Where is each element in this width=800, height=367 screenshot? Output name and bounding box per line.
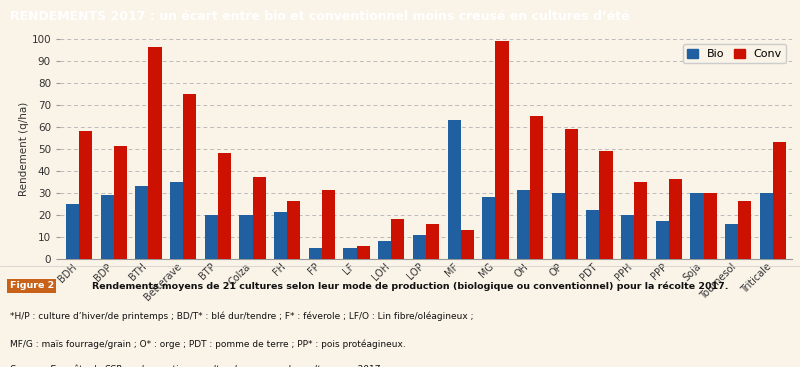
- Bar: [517, 190, 530, 259]
- Bar: [426, 224, 439, 259]
- Text: Figure 2: Figure 2: [10, 281, 54, 290]
- Bar: [218, 153, 231, 259]
- Bar: [773, 142, 786, 259]
- Text: Rendements moyens de 21 cultures selon leur mode de production (biologique ou co: Rendements moyens de 21 cultures selon l…: [92, 281, 729, 291]
- Bar: [669, 179, 682, 259]
- Bar: [322, 190, 335, 259]
- Bar: [565, 129, 578, 259]
- Bar: [101, 195, 114, 259]
- Bar: [738, 201, 751, 259]
- Y-axis label: Rendement (q/ha): Rendement (q/ha): [18, 102, 29, 196]
- Bar: [530, 116, 543, 259]
- Text: RENDEMENTS 2017 : un écart entre bio et conventionnel moins creusé en cultures d: RENDEMENTS 2017 : un écart entre bio et …: [10, 10, 630, 23]
- Bar: [656, 221, 669, 259]
- Bar: [586, 210, 599, 259]
- Bar: [621, 215, 634, 259]
- Bar: [495, 41, 509, 259]
- Bar: [114, 146, 127, 259]
- Bar: [239, 215, 253, 259]
- Bar: [287, 201, 301, 259]
- Bar: [149, 47, 162, 259]
- Text: *H/P : culture d’hiver/de printemps ; BD/T* : blé dur/tendre ; F* : féverole ; L: *H/P : culture d’hiver/de printemps ; BD…: [10, 312, 473, 321]
- Bar: [690, 193, 703, 259]
- Bar: [66, 204, 79, 259]
- Bar: [634, 182, 647, 259]
- Bar: [170, 182, 183, 259]
- Bar: [599, 151, 613, 259]
- Bar: [551, 193, 565, 259]
- Bar: [482, 197, 495, 259]
- Bar: [79, 131, 92, 259]
- Bar: [703, 193, 717, 259]
- Bar: [253, 177, 266, 259]
- Bar: [447, 120, 461, 259]
- Text: Source : Enquête du SSP sur les pratiques culturales en grandes cultures en 2017: Source : Enquête du SSP sur les pratique…: [10, 365, 382, 367]
- Bar: [274, 212, 287, 259]
- Bar: [183, 94, 196, 259]
- Bar: [378, 241, 391, 259]
- Bar: [461, 230, 474, 259]
- Bar: [391, 219, 405, 259]
- Legend: Bio, Conv: Bio, Conv: [683, 44, 786, 63]
- Bar: [309, 248, 322, 259]
- Bar: [135, 186, 149, 259]
- Bar: [343, 248, 357, 259]
- Bar: [413, 235, 426, 259]
- Text: MF/G : maïs fourrage/grain ; O* : orge ; PDT : pomme de terre ; PP* : pois proté: MF/G : maïs fourrage/grain ; O* : orge ;…: [10, 340, 406, 349]
- Bar: [205, 215, 218, 259]
- Bar: [725, 224, 738, 259]
- Bar: [760, 193, 773, 259]
- Bar: [357, 246, 370, 259]
